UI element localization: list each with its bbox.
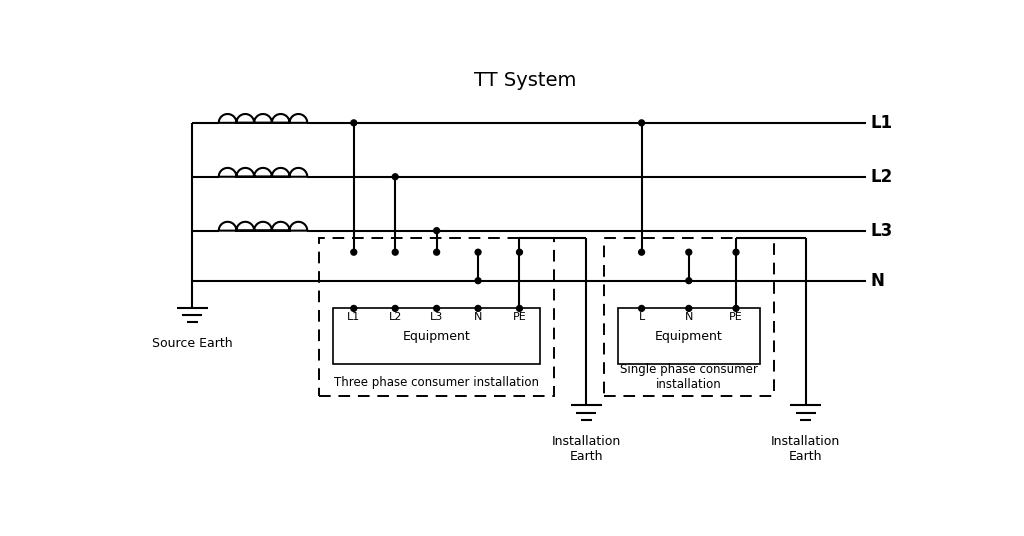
Circle shape — [516, 306, 522, 311]
Circle shape — [475, 278, 481, 284]
Text: N: N — [870, 272, 885, 289]
Circle shape — [475, 306, 481, 311]
Circle shape — [392, 306, 398, 311]
Text: Installation
Earth: Installation Earth — [771, 435, 841, 463]
Circle shape — [686, 249, 692, 255]
Circle shape — [686, 306, 692, 311]
Bar — [319, 239, 554, 396]
Text: Equipment: Equipment — [655, 330, 723, 343]
Text: L3: L3 — [870, 222, 893, 240]
Text: PE: PE — [513, 312, 526, 322]
Circle shape — [351, 120, 356, 126]
Text: N: N — [685, 312, 693, 322]
Circle shape — [434, 306, 439, 311]
Text: TT System: TT System — [474, 71, 575, 90]
Text: N: N — [474, 312, 482, 322]
Circle shape — [392, 174, 398, 180]
Text: L2: L2 — [870, 168, 893, 186]
Text: Three phase consumer installation: Three phase consumer installation — [334, 376, 539, 389]
Bar — [617, 308, 760, 364]
Text: L3: L3 — [430, 312, 443, 322]
Text: L1: L1 — [870, 114, 893, 132]
Text: Source Earth: Source Earth — [152, 337, 232, 350]
Text: L1: L1 — [347, 312, 360, 322]
Circle shape — [733, 249, 739, 255]
Text: PE: PE — [729, 312, 742, 322]
Circle shape — [639, 249, 644, 255]
Circle shape — [516, 249, 522, 255]
Circle shape — [733, 306, 739, 311]
Text: L: L — [638, 312, 645, 322]
Circle shape — [639, 120, 644, 126]
Bar — [604, 239, 773, 396]
Circle shape — [434, 228, 439, 234]
Circle shape — [686, 278, 692, 284]
Circle shape — [351, 249, 356, 255]
Text: L2: L2 — [388, 312, 401, 322]
Text: Equipment: Equipment — [402, 330, 470, 343]
Circle shape — [351, 306, 356, 311]
Bar — [333, 308, 541, 364]
Circle shape — [392, 249, 398, 255]
Circle shape — [434, 249, 439, 255]
Circle shape — [475, 249, 481, 255]
Text: Installation
Earth: Installation Earth — [552, 435, 621, 463]
Text: Single phase consumer
installation: Single phase consumer installation — [620, 363, 758, 391]
Circle shape — [639, 306, 644, 311]
